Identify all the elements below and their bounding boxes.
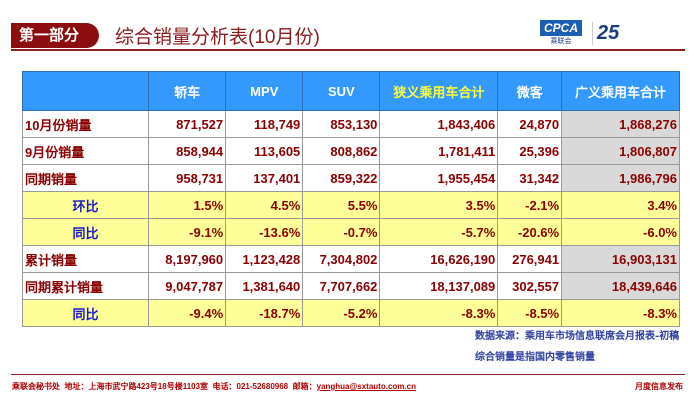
footer-info: 乘联会秘书处 地址：上海市武宁路423号18号楼1103室 电话：021-526… xyxy=(12,381,416,392)
table-cell: 1.5% xyxy=(147,191,227,219)
table-cell: 302,557 xyxy=(497,272,563,300)
table-cell: 8,197,960 xyxy=(147,245,227,273)
table-cell: -20.6% xyxy=(497,218,563,246)
table-cell: 1,781,411 xyxy=(379,137,499,165)
column-header: 轿车 xyxy=(147,71,227,111)
column-header: 微客 xyxy=(497,71,563,111)
table-cell: 16,903,131 xyxy=(561,245,680,273)
footer-email-link[interactable]: yanghua@sxtauto.com.cn xyxy=(316,382,416,391)
definition-note: 综合销量是指国内零售销量 xyxy=(475,352,595,363)
footer-phone: 电话：021-52680968 xyxy=(212,382,289,391)
cpca-logo-sub: 乘联会 xyxy=(550,38,572,45)
table-cell: -0.7% xyxy=(302,218,381,246)
table-cell: 859,322 xyxy=(302,164,381,192)
table-cell: -9.4% xyxy=(147,299,227,327)
table-cell: 853,130 xyxy=(302,110,381,138)
footer-divider xyxy=(11,374,685,375)
cpca-logo: CPCA 乘联会 25 xyxy=(540,20,619,46)
source-note: 数据来源：乘用车市场信息联席会月报表-初稿 xyxy=(475,331,680,342)
table-cell: 1,381,640 xyxy=(225,272,304,300)
table-cell: 118,749 xyxy=(225,110,304,138)
footer-right: 月度信息发布 xyxy=(635,382,683,391)
table-cell: 137,401 xyxy=(225,164,304,192)
table-row: 环比 1.5% 4.5% 5.5% 3.5% -2.1% 3.4% xyxy=(22,191,680,219)
cpca-logo-text: CPCA xyxy=(540,20,583,36)
table-cell: 1,806,807 xyxy=(561,137,680,165)
table-cell: -5.2% xyxy=(302,299,381,327)
row-label: 同期销量 xyxy=(22,164,149,192)
footer-email-label: 邮箱： xyxy=(292,382,317,391)
table-cell: 18,439,646 xyxy=(561,272,680,300)
table-cell: -6.0% xyxy=(561,218,680,246)
row-label: 9月份销量 xyxy=(22,137,149,165)
table-cell: 1,123,428 xyxy=(225,245,304,273)
table-row: 同比 -9.4% -18.7% -5.2% -8.3% -8.5% -8.3% xyxy=(22,299,680,327)
table-row: 同期累计销量 9,047,787 1,381,640 7,707,662 18,137,… xyxy=(22,272,680,300)
table-cell: 1,843,406 xyxy=(379,110,499,138)
table-cell: 3.5% xyxy=(379,191,499,219)
table-cell: -8.3% xyxy=(379,299,499,327)
table-cell: 7,304,802 xyxy=(302,245,381,273)
column-header: 广义乘用车合计 xyxy=(561,71,680,111)
table-cell: 1,868,276 xyxy=(561,110,680,138)
table-cell: 25,396 xyxy=(497,137,563,165)
row-label: 累计销量 xyxy=(22,245,149,273)
row-label: 同比 xyxy=(22,299,149,327)
table-cell: 4.5% xyxy=(225,191,304,219)
row-label: 10月份销量 xyxy=(22,110,149,138)
table-cell: -13.6% xyxy=(225,218,304,246)
footer-address: 地址：上海市武宁路423号18号楼1103室 xyxy=(64,382,209,391)
table-row: 同比 -9.1% -13.6% -0.7% -5.7% -20.6% -6.0% xyxy=(22,218,680,246)
table-row: 9月份销量 858,944 113,605 808,862 1,781,411 25,39… xyxy=(22,137,680,165)
footer-org: 乘联会秘书处 xyxy=(12,382,60,391)
table-cell: 16,626,190 xyxy=(379,245,499,273)
anniversary-logo: 25 xyxy=(592,21,619,45)
header-divider xyxy=(11,49,685,51)
table-cell: -8.5% xyxy=(497,299,563,327)
table-cell: 18,137,089 xyxy=(379,272,499,300)
table-cell: 276,941 xyxy=(497,245,563,273)
table-cell: 1,955,454 xyxy=(379,164,499,192)
column-header: SUV xyxy=(302,71,381,111)
table-cell: 3.4% xyxy=(561,191,680,219)
section-badge: 第一部分 xyxy=(11,23,99,48)
row-label: 环比 xyxy=(22,191,149,219)
table-cell: 7,707,662 xyxy=(302,272,381,300)
table-cell: 1,986,796 xyxy=(561,164,680,192)
row-label: 同期累计销量 xyxy=(22,272,149,300)
table-cell: 808,862 xyxy=(302,137,381,165)
table-cell: -2.1% xyxy=(497,191,563,219)
table-cell: 958,731 xyxy=(147,164,227,192)
table-cell: -18.7% xyxy=(225,299,304,327)
table-cell: 858,944 xyxy=(147,137,227,165)
column-header: 狭义乘用车合计 xyxy=(379,71,499,111)
row-label: 同比 xyxy=(22,218,149,246)
table-row: 10月份销量 871,527 118,749 853,130 1,843,406 24,8… xyxy=(22,110,680,138)
page-title: 综合销量分析表(10月份) xyxy=(115,27,320,48)
table-cell: 24,870 xyxy=(497,110,563,138)
table-header-row: 轿车 MPV SUV 狭义乘用车合计 微客 广义乘用车合计 xyxy=(22,71,680,111)
table-cell: 871,527 xyxy=(147,110,227,138)
column-header: MPV xyxy=(225,71,304,111)
table-cell: 113,605 xyxy=(225,137,304,165)
table-cell: 9,047,787 xyxy=(147,272,227,300)
table-cell: -9.1% xyxy=(147,218,227,246)
sales-table: 轿车 MPV SUV 狭义乘用车合计 微客 广义乘用车合计 10月份销量 871,527 11… xyxy=(22,71,680,327)
table-row: 累计销量 8,197,960 1,123,428 7,304,802 16,626,19… xyxy=(22,245,680,273)
table-cell: 5.5% xyxy=(302,191,381,219)
table-cell: -5.7% xyxy=(379,218,499,246)
column-header xyxy=(22,71,149,111)
table-row: 同期销量 958,731 137,401 859,322 1,955,454 31,342… xyxy=(22,164,680,192)
table-cell: -8.3% xyxy=(561,299,680,327)
table-cell: 31,342 xyxy=(497,164,563,192)
